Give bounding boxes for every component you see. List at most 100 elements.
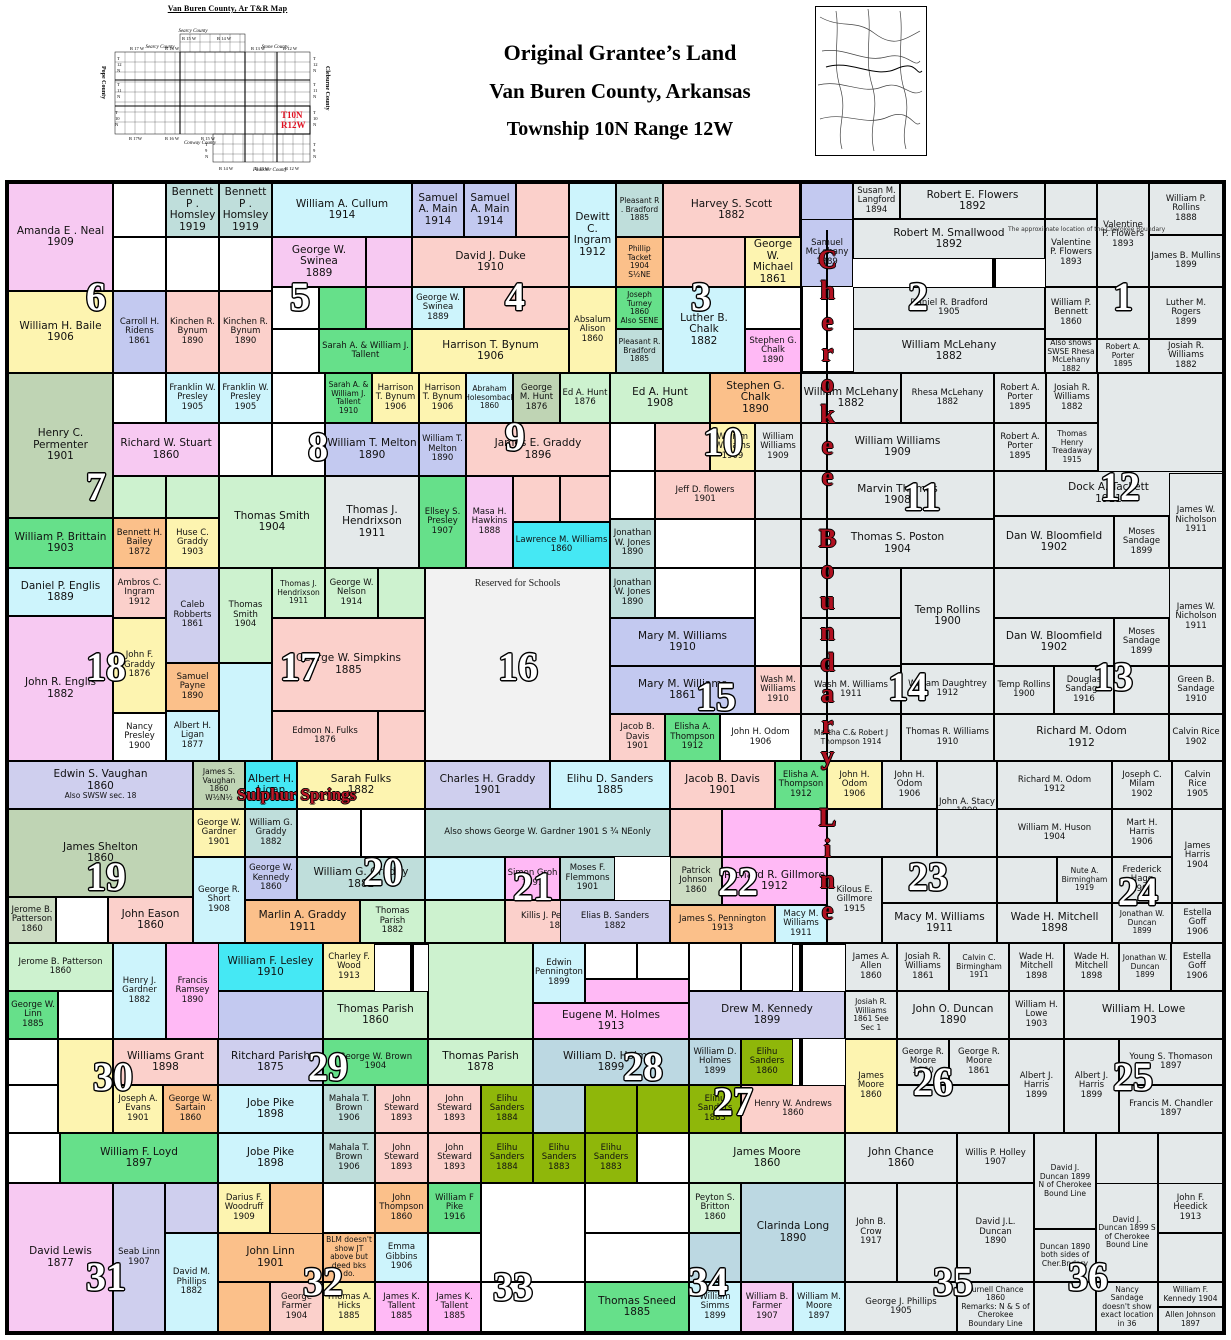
- land-parcel[interactable]: George W. Linn 1885: [8, 991, 58, 1039]
- land-parcel[interactable]: Thomas J. Hendrixson 1911: [272, 568, 325, 618]
- land-parcel[interactable]: William P. Rollins 1888: [1149, 183, 1223, 235]
- land-parcel[interactable]: James E. Graddy 1896: [466, 423, 610, 476]
- land-parcel[interactable]: Carroll H. Ridens 1861: [113, 291, 166, 373]
- land-parcel-empty[interactable]: [361, 809, 425, 857]
- land-parcel-empty[interactable]: [1097, 287, 1149, 339]
- land-parcel[interactable]: Albert J. Harris 1899: [1009, 1039, 1064, 1133]
- land-parcel-empty[interactable]: [218, 1282, 270, 1332]
- land-parcel[interactable]: Harrison T. Bynum 1906: [372, 373, 419, 423]
- land-parcel[interactable]: George R. Moore 1860: [897, 1039, 949, 1085]
- land-parcel[interactable]: Thomas R. Williams 1910: [901, 714, 994, 761]
- land-parcel[interactable]: Kilous E. Gillmore 1915: [827, 857, 882, 943]
- land-parcel[interactable]: Elihu D. Sanders 1885: [550, 761, 670, 809]
- land-parcel[interactable]: Kinchen R. Bynum 1890: [166, 291, 219, 373]
- land-parcel[interactable]: Ellsey S. Presley 1907: [419, 476, 466, 568]
- land-parcel[interactable]: William G. Graddy 1882: [245, 809, 297, 857]
- land-parcel[interactable]: William H. Lowe 1903: [1064, 991, 1223, 1039]
- land-parcel[interactable]: Wade H. Mitchell 1898: [997, 903, 1112, 943]
- land-parcel[interactable]: John F. Heedick 1913: [1158, 1183, 1223, 1233]
- land-parcel[interactable]: Mahala T. Brown 1906: [323, 1085, 375, 1133]
- land-parcel-empty[interactable]: [516, 183, 569, 237]
- land-parcel-empty[interactable]: [366, 237, 412, 287]
- land-parcel-empty[interactable]: [1114, 666, 1169, 714]
- land-parcel[interactable]: James K. Tallent 1885: [375, 1282, 428, 1332]
- land-parcel[interactable]: Elihu Sanders 1883: [689, 1085, 741, 1133]
- land-parcel-empty[interactable]: [610, 423, 655, 471]
- land-parcel-empty[interactable]: [219, 423, 272, 476]
- land-parcel[interactable]: William Daughtrey 1912: [901, 664, 994, 714]
- land-parcel[interactable]: Robert A. Porter 1895: [994, 423, 1046, 471]
- land-parcel[interactable]: Edwin S. Vaughan 1860 Also SWSW sec. 18: [8, 761, 193, 809]
- land-parcel[interactable]: John F. Graddy 1876: [113, 618, 166, 713]
- land-parcel[interactable]: Frederick Hagg 1904: [1112, 857, 1172, 903]
- land-parcel[interactable]: William F Pike 1916: [428, 1183, 481, 1233]
- land-parcel[interactable]: Samuel A. Main 1914: [412, 183, 464, 237]
- land-parcel[interactable]: Richard R. Gillmore 1912: [722, 857, 827, 905]
- land-parcel[interactable]: Jonathan W. Jones 1890: [610, 568, 655, 618]
- land-parcel[interactable]: William Williams 1909: [755, 423, 801, 471]
- land-parcel[interactable]: William T. Melton 1890: [325, 423, 419, 476]
- land-parcel[interactable]: Jobe Pike 1898: [218, 1133, 323, 1183]
- land-parcel[interactable]: Elihu Sanders 1883: [533, 1133, 585, 1183]
- land-parcel[interactable]: Williams Grant 1898: [113, 1039, 218, 1085]
- land-parcel[interactable]: John Steward 1893: [375, 1085, 428, 1133]
- land-parcel[interactable]: Macy M. Williams 1911: [775, 905, 827, 943]
- land-parcel-empty[interactable]: [1045, 183, 1097, 219]
- land-parcel[interactable]: Nute A. Birmingham 1919: [1057, 857, 1112, 903]
- land-parcel[interactable]: Elihu Sanders 1884: [481, 1133, 533, 1183]
- land-parcel[interactable]: Absalum Alison 1860: [569, 287, 616, 373]
- land-parcel[interactable]: Elihu Sanders 1883: [585, 1133, 637, 1183]
- land-parcel[interactable]: William M. Huson 1904: [997, 809, 1112, 857]
- land-parcel[interactable]: Samuel A. Main 1914: [464, 183, 516, 237]
- land-parcel[interactable]: Edmon N. Fulks 1876: [272, 711, 378, 761]
- land-parcel[interactable]: David M. Phillips 1882: [165, 1233, 218, 1332]
- land-parcel[interactable]: Ed A. Hunt 1908: [610, 373, 710, 423]
- land-parcel-empty[interactable]: [897, 1183, 957, 1282]
- land-parcel[interactable]: Mart H. Harris 1906: [1112, 809, 1172, 857]
- land-parcel[interactable]: Green B. Sandage 1910: [1169, 666, 1223, 714]
- land-parcel[interactable]: Amanda E . Neal 1909: [8, 183, 113, 291]
- land-parcel[interactable]: George M. Hunt 1876: [513, 373, 560, 423]
- land-parcel[interactable]: George W. Sartain 1860: [163, 1085, 218, 1133]
- land-parcel[interactable]: William P. Brittain 1903: [8, 518, 113, 568]
- land-parcel[interactable]: Edwin Pennington 1899: [533, 943, 585, 1003]
- land-parcel-empty[interactable]: [113, 373, 166, 423]
- land-parcel[interactable]: Ed A. Hunt 1876: [560, 373, 610, 423]
- land-parcel[interactable]: John Steward 1893: [428, 1085, 481, 1133]
- land-parcel[interactable]: John R. Englis 1882: [8, 616, 113, 761]
- land-parcel[interactable]: Thomas S. Poston 1904: [801, 519, 994, 568]
- land-parcel-empty[interactable]: [323, 1183, 375, 1233]
- land-parcel-empty[interactable]: [272, 423, 325, 476]
- land-parcel-empty[interactable]: [655, 568, 755, 618]
- land-parcel[interactable]: Calvin C. Birmingham 1911: [949, 943, 1009, 991]
- land-parcel-empty[interactable]: [113, 237, 166, 291]
- land-parcel[interactable]: Temp Rollins 1900: [901, 568, 994, 664]
- land-parcel[interactable]: John Thompson 1860: [375, 1183, 428, 1233]
- land-parcel[interactable]: Thomas Parish 1878: [428, 1039, 533, 1085]
- land-parcel[interactable]: Josiah R. Williams 1882: [1149, 339, 1223, 373]
- land-parcel[interactable]: Bennett P . Homsley 1919: [219, 183, 272, 237]
- land-parcel-empty[interactable]: [219, 663, 272, 761]
- land-parcel-empty[interactable]: [610, 471, 655, 519]
- land-parcel[interactable]: Jerome B. Patterson 1860: [8, 943, 113, 991]
- land-parcel[interactable]: William G. Graddy 1882: [297, 857, 425, 900]
- land-parcel[interactable]: Luther B. Chalk 1882: [663, 287, 745, 373]
- land-parcel[interactable]: Purnell Chance 1860 Remarks: N & S of Che…: [957, 1282, 1034, 1332]
- land-parcel[interactable]: Marvin Thomas 1908: [801, 471, 994, 519]
- land-parcel[interactable]: Elisha A. Thompson 1912: [665, 714, 720, 761]
- land-parcel[interactable]: Jeff D. flowers 1901: [655, 471, 755, 519]
- land-parcel[interactable]: Thomas J. Hendrixson 1911: [325, 476, 419, 568]
- land-parcel-empty[interactable]: [272, 373, 325, 423]
- land-parcel[interactable]: Valentine P. Flowers 1893: [1045, 219, 1097, 287]
- land-parcel[interactable]: George W. Swinea 1889: [412, 287, 464, 329]
- land-parcel[interactable]: Moses Sandage 1899: [1114, 618, 1169, 666]
- land-parcel[interactable]: Jacob B. Davis 1901: [610, 714, 665, 761]
- land-parcel[interactable]: Jerome B. Patterson 1860: [8, 897, 56, 943]
- land-parcel[interactable]: Moses Sandage 1899: [1114, 516, 1169, 568]
- land-parcel[interactable]: David J. Duke 1910: [412, 237, 569, 287]
- land-parcel[interactable]: Jonathan W. Jones 1890: [610, 519, 655, 568]
- land-parcel[interactable]: William D. Holmes 1899: [533, 1039, 689, 1085]
- land-parcel-empty[interactable]: [801, 568, 901, 618]
- land-parcel[interactable]: Jobe Pike 1898: [218, 1085, 323, 1133]
- land-parcel[interactable]: Wade H. Mitchell 1898: [1009, 943, 1064, 991]
